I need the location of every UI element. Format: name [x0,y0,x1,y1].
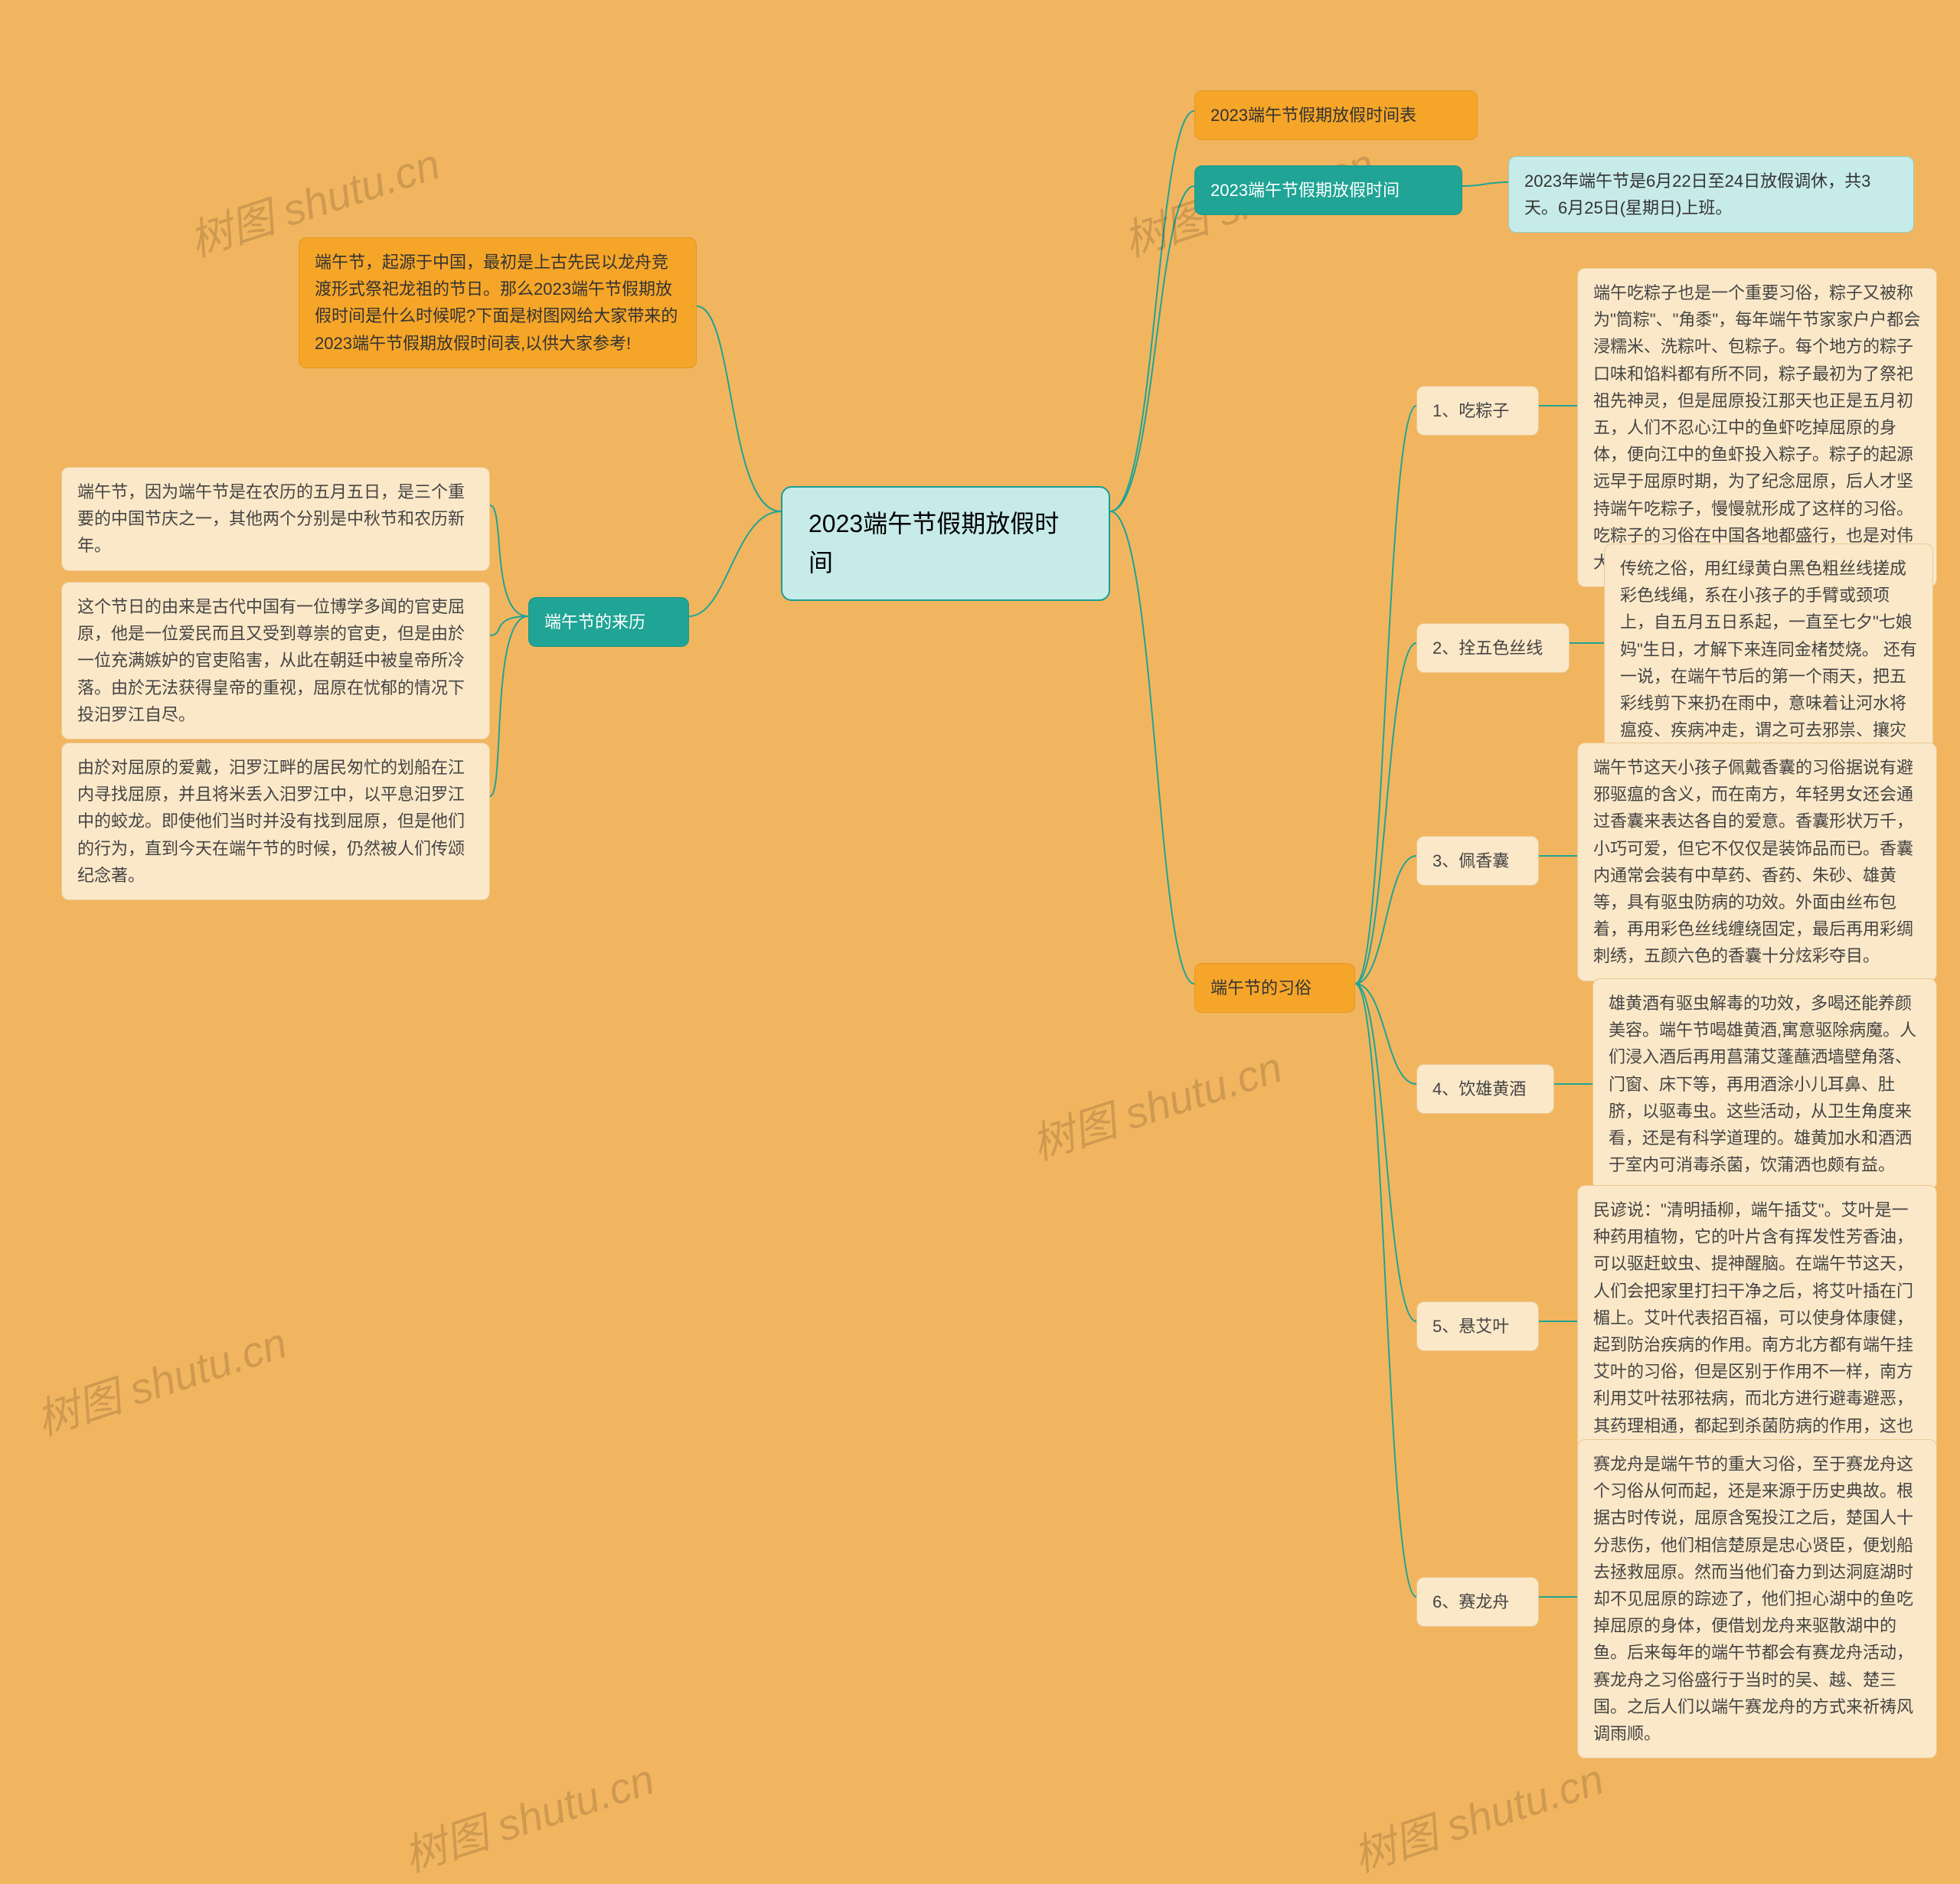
watermark: 树图 shutu.cn [1023,1033,1289,1173]
custom-item[interactable]: 5、悬艾叶 [1416,1301,1539,1351]
leaf-node: 2023年端午节是6月22日至24日放假调休，共3天。6月25日(星期日)上班。 [1508,156,1914,233]
connector [490,505,528,616]
watermark: 树图 shutu.cn [1344,1745,1611,1884]
custom-desc: 端午吃粽子也是一个重要习俗，粽子又被称为"筒粽"、"角黍"，每年端午节家家户户都… [1577,268,1937,587]
watermark: 树图 shutu.cn [28,1309,294,1448]
custom-desc: 端午节这天小孩子佩戴香囊的习俗据说有避邪驱瘟的含义，而在南方，年轻男女还会通过香… [1577,743,1937,981]
custom-item[interactable]: 1、吃粽子 [1416,386,1539,436]
custom-item[interactable]: 2、拴五色丝线 [1416,623,1570,673]
history-item: 这个节日的由来是古代中国有一位博学多闻的官吏屈原，他是一位爱民而且又受到尊崇的官… [61,582,490,740]
connector [490,616,528,796]
connector [1355,643,1416,984]
connector [1110,511,1194,984]
custom-desc: 赛龙舟是端午节的重大习俗，至于赛龙舟这个习俗从何而起，还是来源于历史典故。根据古… [1577,1439,1937,1758]
watermark: 树图 shutu.cn [395,1745,662,1884]
custom-item[interactable]: 3、佩香囊 [1416,836,1539,886]
custom-item[interactable]: 4、饮雄黄酒 [1416,1064,1554,1114]
connector [689,511,781,616]
root-node[interactable]: 2023端午节假期放假时间 [781,486,1110,601]
history-item: 由於对屈原的爱戴，汨罗江畔的居民匆忙的划船在江内寻找屈原，并且将米丢入汨罗江中，… [61,743,490,900]
intro-box: 端午节，起源于中国，最初是上古先民以龙舟竞渡形式祭祀龙祖的节日。那么2023端午… [299,237,697,368]
branch-node[interactable]: 2023端午节假期放假时间 [1194,165,1462,215]
connector [1110,111,1194,511]
connector [490,616,528,635]
connector [1355,984,1416,1321]
connector [1355,984,1416,1597]
connector [1355,856,1416,984]
custom-desc: 雄黄酒有驱虫解毒的功效，多喝还能养颜美容。端午节喝雄黄酒,寓意驱除病魔。人们浸入… [1592,978,1937,1190]
custom-desc: 民谚说："清明插柳，端午插艾"。艾叶是一种药用植物，它的叶片含有挥发性芳香油，可… [1577,1185,1937,1477]
branch-node[interactable]: 2023端午节假期放假时间表 [1194,90,1478,140]
branch-node[interactable]: 端午节的习俗 [1194,963,1355,1013]
custom-item[interactable]: 6、赛龙舟 [1416,1577,1539,1627]
connector [1110,186,1194,511]
connector [697,306,781,511]
connector [1355,406,1416,984]
connector [1355,984,1416,1084]
history-item: 端午节，因为端午节是在农历的五月五日，是三个重要的中国节庆之一，其他两个分别是中… [61,467,490,571]
branch-history[interactable]: 端午节的来历 [528,597,689,647]
connector [1462,182,1508,186]
